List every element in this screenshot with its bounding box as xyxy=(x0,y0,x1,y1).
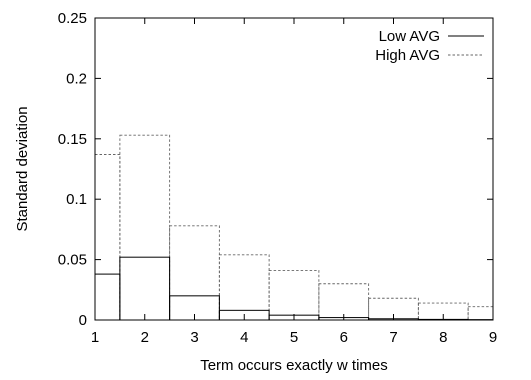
y-tick-label: 0.05 xyxy=(58,252,87,269)
bar xyxy=(94,154,121,321)
bar xyxy=(119,134,171,321)
bar xyxy=(119,256,171,321)
bar xyxy=(268,270,320,321)
plot-area xyxy=(94,134,494,321)
y-tick-label: 0.15 xyxy=(58,131,87,148)
y-axis-title: Standard deviation xyxy=(14,106,31,231)
x-tick-label: 2 xyxy=(141,329,149,346)
legend-label: High AVG xyxy=(375,47,440,64)
x-tick-label: 4 xyxy=(240,329,248,346)
series-high-avg xyxy=(94,134,494,321)
x-tick-label: 7 xyxy=(389,329,397,346)
y-tick-label: 0.25 xyxy=(58,10,87,27)
y-tick-label: 0.1 xyxy=(66,191,87,208)
x-tick-label: 8 xyxy=(439,329,447,346)
y-tick-label: 0.2 xyxy=(66,70,87,87)
x-axis: 1 2 3 4 5 6 7 8 9 xyxy=(91,18,497,346)
series-low-avg xyxy=(94,256,494,321)
x-axis-title: Term occurs exactly w times xyxy=(200,357,388,374)
x-tick-label: 5 xyxy=(290,329,298,346)
bar xyxy=(467,306,494,321)
y-axis: 0 0.05 0.1 0.15 0.2 0.25 xyxy=(58,10,493,329)
legend: Low AVG High AVG xyxy=(375,28,484,64)
bar xyxy=(318,283,370,321)
legend-label: Low AVG xyxy=(379,28,440,45)
x-tick-label: 1 xyxy=(91,329,99,346)
x-tick-label: 6 xyxy=(340,329,348,346)
bar xyxy=(169,225,220,321)
x-tick-label: 9 xyxy=(489,329,497,346)
x-tick-label: 3 xyxy=(190,329,198,346)
bar xyxy=(94,273,121,321)
y-tick-label: 0 xyxy=(79,312,87,329)
